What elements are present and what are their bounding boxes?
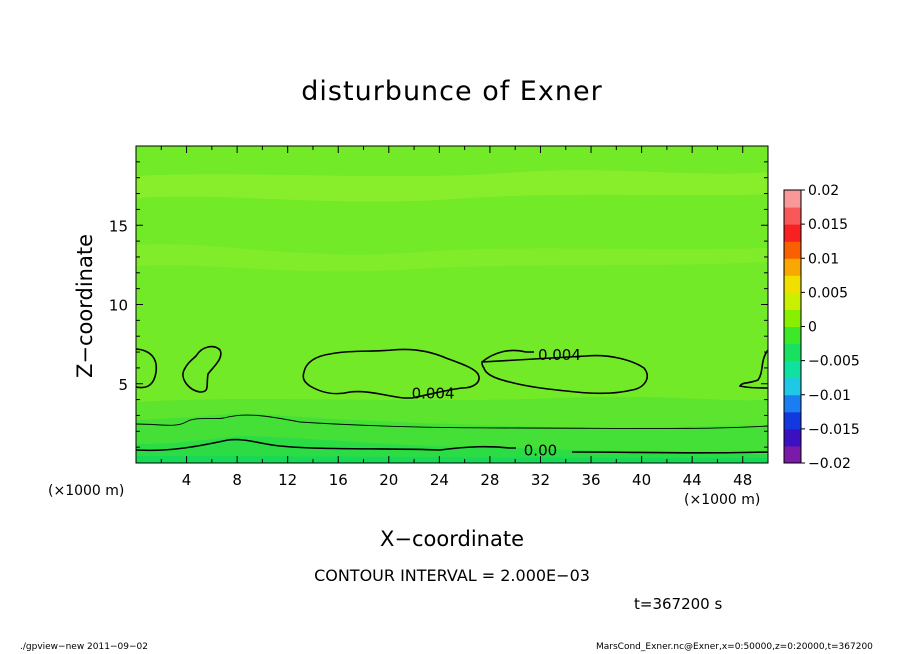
colorbar-tick-label: −0.015 (808, 422, 860, 438)
x-tick-label: 44 (683, 471, 702, 489)
colorbar-swatch (784, 343, 801, 362)
field-band-bottom (136, 456, 768, 463)
colorbar-swatch (784, 309, 801, 327)
contour-interval-text: CONTOUR INTERVAL = 2.000E−03 (314, 566, 590, 585)
x-tick-label: 20 (379, 471, 398, 489)
chart-title: disturbunce of Exner (301, 76, 603, 107)
x-axis-label: X−coordinate (380, 527, 524, 551)
contour-line-004-center-left (302, 348, 480, 399)
colorbar-tick-label: −0.01 (808, 388, 851, 404)
contour-line-thin (136, 414, 768, 429)
colorbar-swatch (784, 326, 801, 345)
footer-right: MarsCond_Exner.nc@Exner,x=0:50000,z=0:20… (596, 642, 873, 652)
x-axis: 4 8 12 16 20 24 28 32 36 40 44 48 (160, 146, 752, 489)
colorbar-swatch (784, 394, 801, 413)
colorbar-tick-label: 0.015 (808, 217, 848, 233)
contour-line-004-left-edge (136, 348, 158, 389)
x-tick-label: 16 (329, 471, 348, 489)
contour-label: 0.00 (524, 441, 557, 459)
contour-line-004-right-edge (738, 349, 768, 389)
x-tick-label: 24 (430, 471, 449, 489)
y-tick-label: 5 (118, 376, 128, 394)
colorbar-swatch (784, 207, 801, 225)
contour-line-004-left (182, 345, 222, 393)
colorbar-tick-label: −0.02 (808, 456, 851, 472)
colorbar-swatch (784, 241, 801, 259)
y-axis-label: Z−coordinate (73, 234, 97, 378)
x-tick-label: 40 (632, 471, 651, 489)
colorbar-tick-label: 0.005 (808, 285, 848, 301)
colorbar-tick-label: 0.02 (808, 183, 839, 199)
x-tick-label: 4 (182, 471, 192, 489)
contour-line-004-center-right (481, 349, 648, 395)
contour-label: 0.004 (412, 384, 455, 402)
colorbar: 0.02 0.015 0.01 0.005 0 −0.005 −0.01 −0.015 −0.0… (783, 183, 860, 472)
y-axis: 5 10 15 (109, 161, 768, 448)
colorbar-swatch (784, 190, 801, 208)
x-tick-label: 28 (480, 471, 499, 489)
heatmap-field (136, 146, 768, 463)
colorbar-swatch (784, 377, 801, 396)
field-band-lower-3 (136, 436, 768, 463)
colorbar-tick-label: 0.01 (808, 251, 839, 267)
contour-line-000 (136, 438, 768, 454)
colorbar-swatch (784, 224, 801, 242)
colorbar-swatch (784, 275, 801, 293)
x-tick-label: 8 (232, 471, 242, 489)
x-tick-label: 12 (278, 471, 297, 489)
contour-labels: 0.004 0.004 0.00 (412, 346, 581, 459)
x-tick-label: 36 (581, 471, 600, 489)
contour-label: 0.004 (538, 346, 581, 364)
y-tick-label: 10 (109, 297, 128, 315)
x-tick-label: 32 (531, 471, 550, 489)
colorbar-swatch (784, 292, 801, 310)
y-axis-unit: (×1000 m) (48, 483, 125, 499)
x-tick-label: 48 (733, 471, 752, 489)
colorbar-tick-label: 0 (808, 320, 817, 336)
colorbar-swatch (784, 411, 801, 430)
colorbar-swatch (784, 428, 801, 447)
colorbar-swatch (784, 360, 801, 379)
field-band-mid-light (136, 244, 768, 272)
contour-lines (136, 345, 768, 454)
colorbar-swatch (784, 258, 801, 276)
time-label: t=367200 s (634, 595, 723, 613)
footer-left: ./gpview−new 2011−09−02 (20, 642, 148, 652)
y-tick-label: 15 (109, 217, 128, 235)
colorbar-tick-label: −0.005 (808, 354, 860, 370)
x-axis-unit: (×1000 m) (684, 492, 761, 508)
field-band-upper-light (136, 170, 768, 202)
colorbar-swatch (784, 445, 801, 464)
